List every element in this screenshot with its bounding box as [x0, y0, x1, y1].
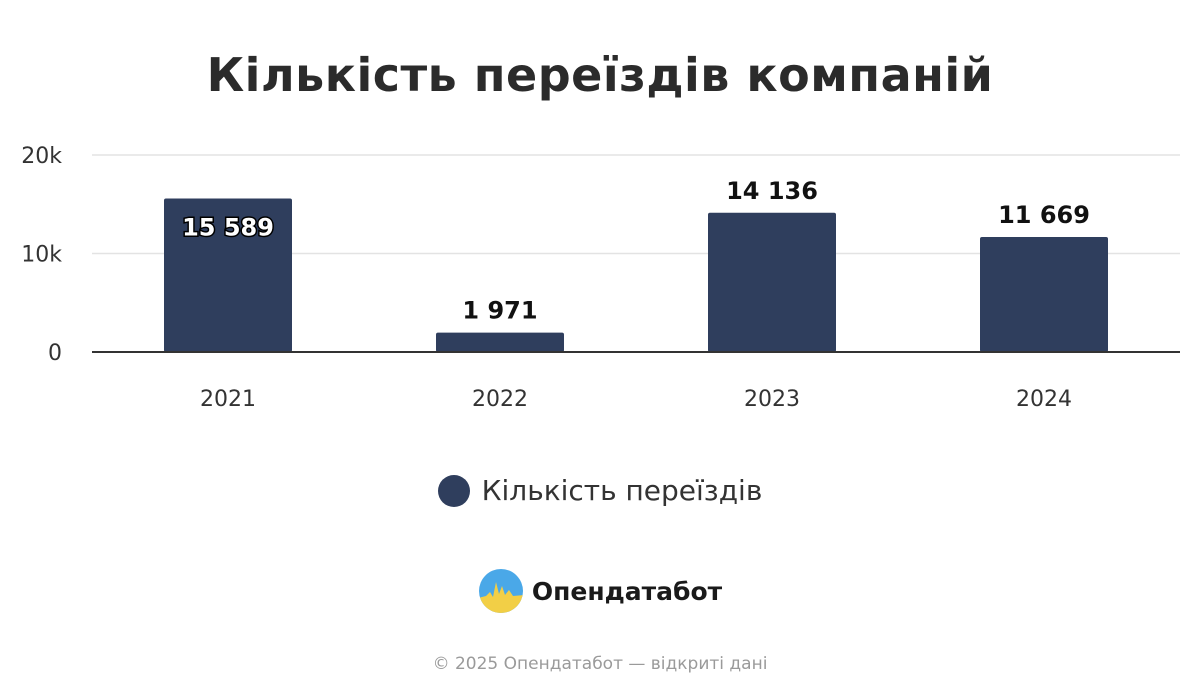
- x-tick-label: 2024: [1016, 387, 1072, 412]
- data-label: 15 589: [182, 213, 274, 241]
- x-tick-label: 2022: [472, 387, 528, 412]
- brand: Опендатабот: [0, 568, 1200, 614]
- opendatabot-logo-icon: [478, 569, 523, 613]
- y-tick-label: 10k: [21, 243, 62, 268]
- bar-2024[interactable]: [980, 237, 1108, 352]
- bar-chart: 0 10k 20k 2021 15 589 2022 1 971 2023 14 136 2024…: [21, 144, 1180, 412]
- y-tick-label: 20k: [21, 144, 62, 169]
- chart-title: Кількість переїздів компаній: [206, 48, 994, 102]
- x-tick-label: 2023: [744, 387, 800, 412]
- x-tick-label: 2021: [200, 387, 256, 412]
- bar-2022[interactable]: [436, 332, 564, 352]
- data-label: 11 669: [998, 201, 1090, 229]
- chart-legend[interactable]: Кількість переїздів: [0, 474, 1200, 507]
- y-tick-label: 0: [48, 341, 62, 366]
- bar-2021[interactable]: [164, 198, 292, 352]
- legend-swatch: [437, 474, 470, 507]
- footer-copyright: © 2025 Опендатабот — відкриті дані: [432, 654, 768, 674]
- data-label: 1 971: [462, 297, 537, 325]
- bar-2023[interactable]: [708, 212, 836, 352]
- data-label: 14 136: [726, 177, 818, 205]
- legend-label: Кількість переїздів: [481, 474, 763, 507]
- brand-name: Опендатабот: [531, 576, 723, 606]
